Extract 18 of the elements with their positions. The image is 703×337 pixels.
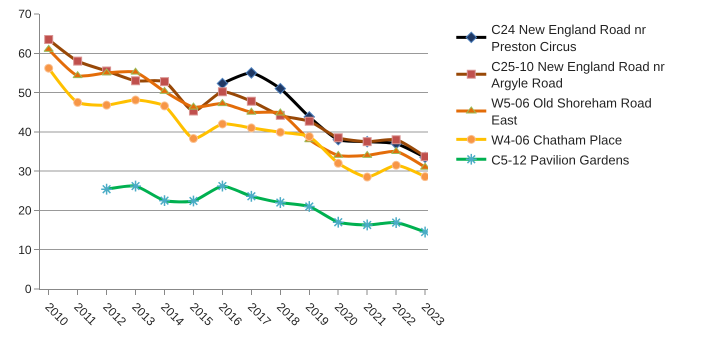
y-tick-label: 70 <box>18 7 32 22</box>
y-tick-label: 30 <box>18 164 32 178</box>
legend-label: W5-06 Old Shoreham Road East <box>491 96 652 128</box>
point <box>72 71 83 78</box>
legend-label: C24 New England Road nr Preston Circus <box>491 22 647 54</box>
y-tick-label: 20 <box>18 204 32 218</box>
legend-label: C25-10 New England Road nr Argyle Road <box>491 58 666 91</box>
y-tick-label: 0 <box>24 282 32 296</box>
point <box>44 44 54 52</box>
legend-label: C5-12 Pavilion Gardens <box>491 152 630 168</box>
legend-label: W4-06 Chatham Place <box>491 132 622 148</box>
y-tick-label: 40 <box>18 125 32 140</box>
y-tick-label: 50 <box>18 86 32 100</box>
point <box>362 150 372 158</box>
point <box>333 150 344 158</box>
point <box>246 108 256 115</box>
y-tick-label: 10 <box>18 242 32 257</box>
y-tick-label: 60 <box>18 46 32 60</box>
